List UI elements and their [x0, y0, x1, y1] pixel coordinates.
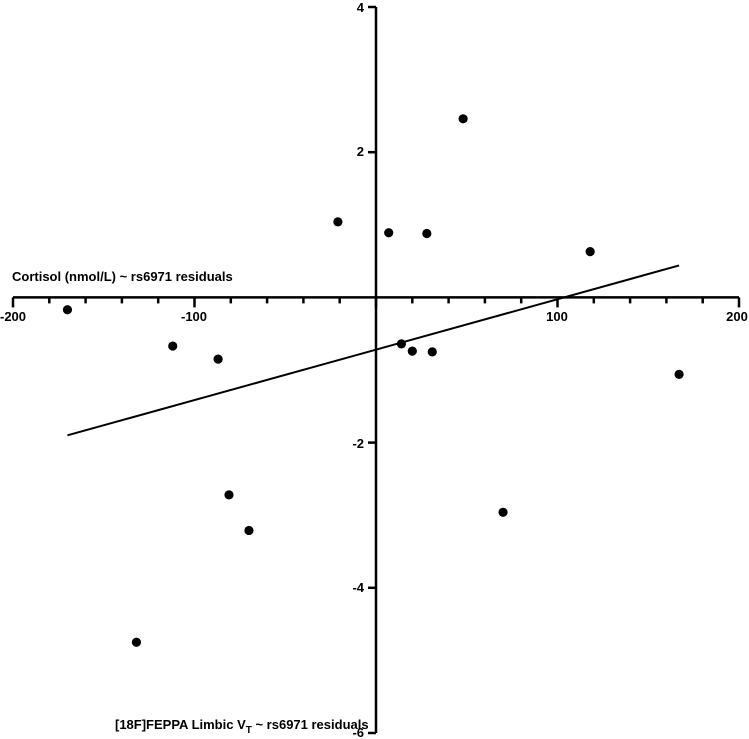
data-point	[244, 525, 254, 536]
x-tick-label: 200	[726, 309, 748, 324]
data-point	[213, 354, 223, 364]
data-point	[427, 347, 437, 357]
y-tick-label: -2	[352, 436, 364, 451]
x-tick-label: 100	[546, 309, 568, 324]
y-tick-label: -4	[352, 580, 364, 595]
data-point	[407, 346, 417, 356]
y-axis-title-main: [18F]FEPPA Limbic V	[115, 717, 246, 732]
data-point	[333, 217, 343, 227]
y-axis-title-subscript: T	[246, 725, 252, 736]
x-tick-label: -200	[0, 309, 26, 324]
data-point	[168, 341, 178, 351]
data-point	[585, 247, 595, 257]
regression-line	[67, 264, 680, 437]
data-point	[422, 228, 432, 239]
y-tick-label: 2	[357, 144, 364, 159]
data-point	[458, 114, 468, 124]
data-point	[396, 339, 407, 349]
y-axis-title: [18F]FEPPA Limbic VT ~ rs6971 residuals	[115, 717, 369, 736]
y-axis	[368, 5, 378, 735]
data-points	[62, 114, 684, 647]
x-axis-title: Cortisol (nmol/L) ~ rs6971 residuals	[12, 269, 233, 284]
y-axis-title-rest: ~ rs6971 residuals	[252, 717, 369, 732]
data-point	[674, 369, 684, 379]
data-point	[62, 305, 73, 315]
y-tick-label: -6	[352, 725, 364, 739]
data-point	[131, 637, 142, 647]
data-point	[384, 228, 394, 238]
data-point	[224, 490, 234, 500]
x-tick-label: -100	[181, 309, 207, 324]
y-tick-label: 4	[357, 0, 365, 15]
data-point	[498, 507, 508, 517]
